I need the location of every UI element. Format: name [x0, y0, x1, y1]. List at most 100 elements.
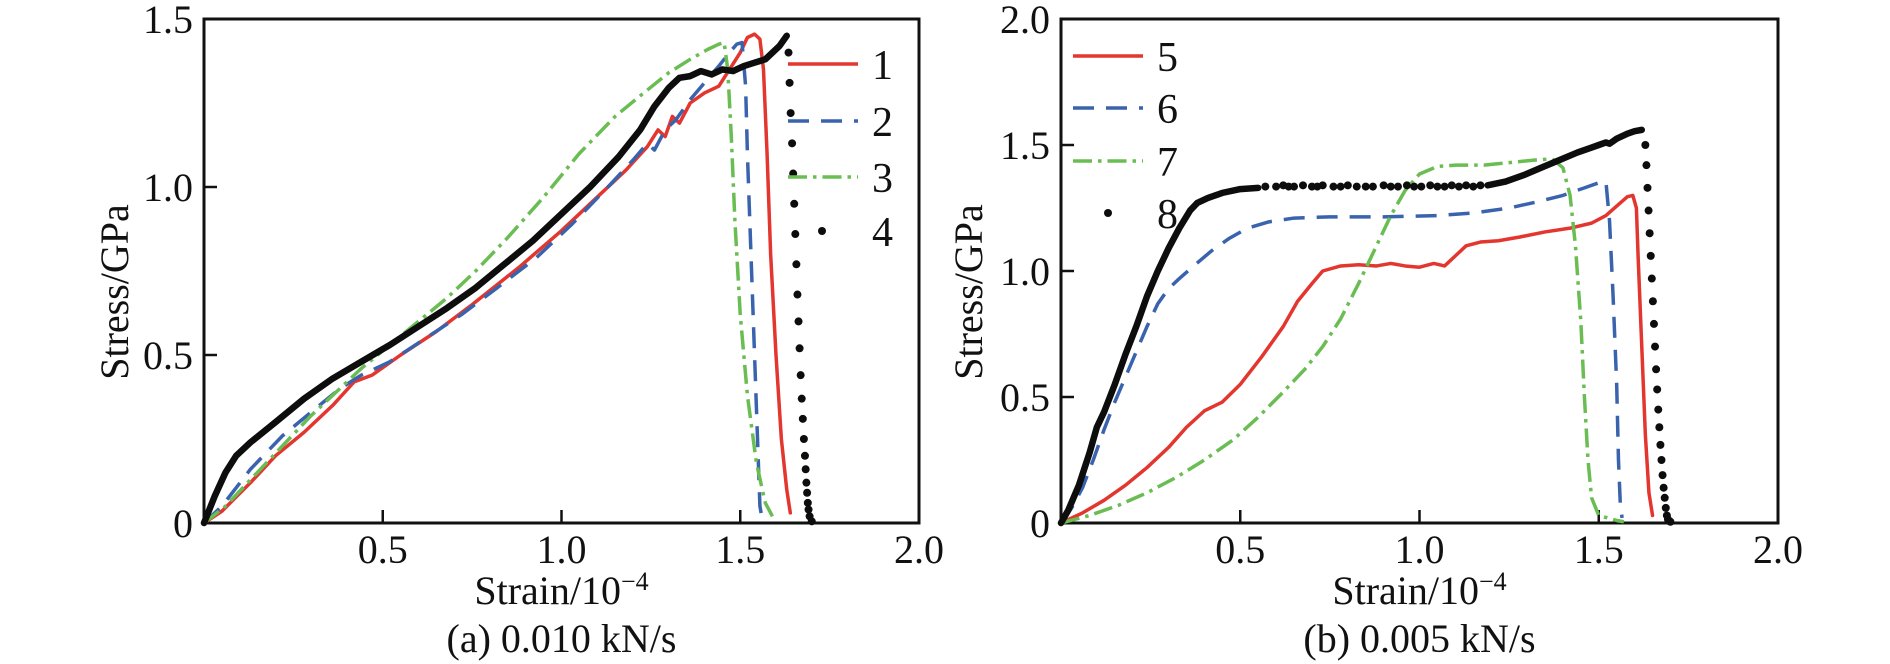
series-4-dot	[803, 488, 812, 497]
panel-a: 0.5 1.0 1.5 2.0 0 0.5 1.0 1.5 Stress/GPa Strain/1…	[92, 0, 944, 661]
series-8-dot	[1352, 182, 1361, 191]
x-axis-label-superscript: −4	[1479, 567, 1507, 596]
series-8-dot	[1386, 182, 1395, 191]
series-8-dot	[1653, 385, 1662, 394]
series-8-dot	[1272, 182, 1281, 191]
series-8-dot	[1645, 229, 1654, 238]
series-8-dot	[1661, 503, 1670, 512]
x-axis-label: Strain/10−4	[1332, 567, 1506, 613]
series-8-dot	[1660, 493, 1669, 502]
series-4-dot	[793, 290, 802, 299]
series-4-dot	[799, 435, 808, 443]
series-8-dot	[1646, 251, 1655, 260]
series-8-dot	[1329, 182, 1338, 191]
series-8-dot	[1410, 182, 1419, 191]
y-axis-label: Stress/GPa	[92, 204, 137, 380]
series-5-line	[1059, 193, 1655, 525]
y-tick-label: 0.5	[1000, 375, 1050, 420]
series-8-line	[1057, 184, 1262, 527]
legend-label-1: 1	[872, 43, 893, 89]
y-tick-label: 1.5	[143, 0, 193, 42]
series-4-dot	[786, 109, 795, 118]
series-1-line	[202, 32, 793, 525]
series-8-dot	[1659, 483, 1668, 492]
legend-marker-4	[818, 227, 826, 235]
series-8-line	[1484, 126, 1646, 189]
series-8-dot	[1641, 141, 1650, 149]
series-4-dot	[792, 260, 801, 269]
x-tick-label: 2.0	[1753, 527, 1803, 572]
x-axis-label-base: Strain/10	[474, 568, 621, 613]
series-8-dot	[1462, 181, 1471, 190]
series-8-dot	[1643, 183, 1652, 192]
series-4-dot	[801, 465, 810, 474]
x-axis-label-superscript: −4	[621, 567, 649, 596]
y-tick-label: 2.0	[1000, 0, 1050, 42]
series-4-dot	[804, 505, 813, 514]
series-8-dot	[1647, 274, 1656, 283]
series-4-dot	[790, 199, 799, 208]
series-8-dot	[1655, 423, 1664, 432]
series-8-dot	[1426, 181, 1435, 190]
legend: 1 2 3 4	[788, 43, 893, 256]
series-8-dot	[1469, 182, 1478, 191]
y-tick-label: 0	[173, 501, 193, 546]
legend-label-2: 2	[872, 100, 893, 146]
series-8-dot	[1440, 182, 1449, 191]
series-8-dot	[1648, 297, 1657, 306]
x-tick-label: 1.5	[1574, 527, 1624, 572]
series-8-dot	[1658, 471, 1667, 480]
series-4-dot	[798, 414, 807, 423]
y-tick-label: 1.5	[1000, 123, 1050, 168]
x-tick-label: 1.5	[715, 527, 765, 572]
series-4-dot	[807, 517, 816, 526]
series-8-dot	[1336, 182, 1345, 191]
legend-label-7: 7	[1157, 140, 1178, 186]
series-8-dot	[1666, 517, 1675, 526]
series-7	[1060, 157, 1625, 525]
series-4-dot	[796, 371, 805, 380]
y-tick-label: 0.5	[143, 333, 193, 378]
series-4-dot	[800, 451, 809, 460]
x-axis-label-base: Strain/10	[1332, 568, 1479, 613]
series-8-dot	[1393, 182, 1402, 191]
legend-label-3: 3	[872, 156, 893, 202]
y-tick-label: 1.0	[1000, 249, 1050, 294]
x-tick-label: 1.0	[537, 527, 587, 572]
series-4	[200, 32, 816, 527]
legend-label-4: 4	[872, 210, 893, 256]
panel-b: 0.5 1.0 1.5 2.0 0 0.5 1.0 1.5 2.0 Stress/GPa Strai…	[946, 0, 1803, 661]
series-8-dot	[1657, 456, 1666, 464]
panel-caption: (a) 0.010 kN/s	[447, 616, 677, 661]
x-tick-label: 2.0	[894, 527, 944, 572]
series-1	[202, 32, 793, 525]
series-8-dot	[1261, 182, 1270, 191]
series-2-line	[202, 40, 764, 525]
series-4-line	[200, 32, 790, 527]
series-8-dot	[1649, 319, 1658, 328]
series-3-line	[202, 40, 774, 525]
legend-marker-8	[1104, 209, 1112, 217]
x-tick-label: 0.5	[358, 527, 408, 572]
series-8-dot	[1343, 181, 1352, 190]
series-4-dot	[791, 230, 800, 239]
series-8-dot	[1433, 182, 1442, 191]
y-tick-label: 0	[1030, 501, 1050, 546]
series-8-dot	[1454, 182, 1463, 191]
series-7-line	[1060, 157, 1625, 525]
series-2	[202, 40, 764, 525]
series-8-dot	[1644, 206, 1653, 215]
series-4-dot	[803, 498, 812, 507]
series-8-dot	[1476, 181, 1485, 190]
series-8-dot	[1447, 181, 1456, 190]
series-8-dot	[1298, 181, 1307, 190]
x-axis-label: Strain/10−4	[474, 567, 648, 613]
series-4-dot	[785, 78, 794, 87]
series-4-dot	[794, 317, 803, 326]
series-4-dot	[788, 139, 797, 148]
legend-label-6: 6	[1157, 87, 1178, 133]
series-8-dot	[1652, 365, 1661, 374]
series-8-dot	[1318, 181, 1327, 190]
series-8-dot	[1361, 182, 1370, 191]
